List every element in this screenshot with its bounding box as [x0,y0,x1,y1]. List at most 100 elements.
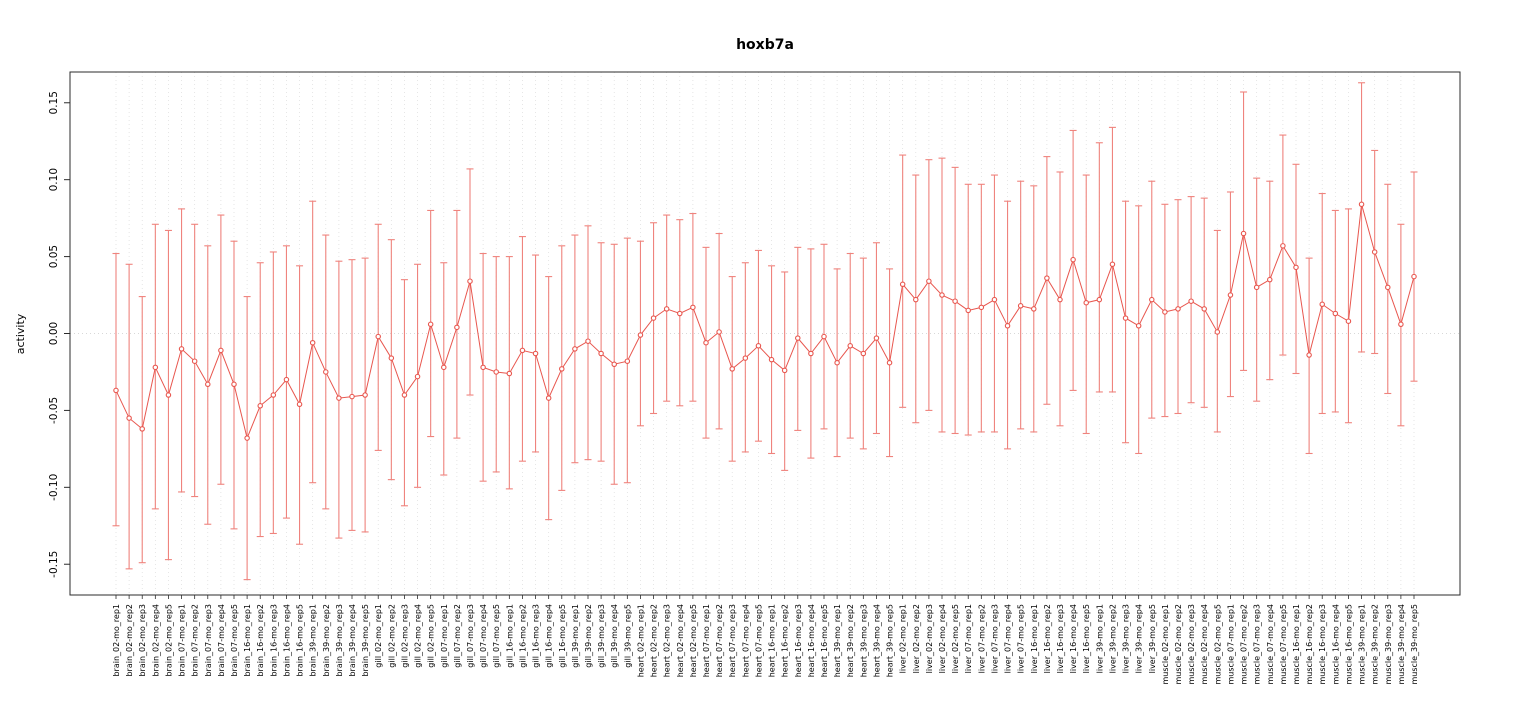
x-tick-label: heart_16-mo_rep3 [794,604,803,677]
data-point [113,387,119,394]
data-point [1109,261,1116,268]
data-point [126,415,132,421]
x-tick-label: heart_16-mo_rep2 [781,604,790,677]
x-tick-label: heart_02-mo_rep5 [689,604,698,677]
x-tick-label: heart_02-mo_rep2 [650,604,659,677]
x-tick-label: heart_16-mo_rep5 [820,604,829,677]
data-point [1122,315,1129,321]
x-tick-label: muscle_39-mo_rep4 [1397,604,1406,685]
x-tick-label: liver_07-mo_rep3 [990,604,999,673]
x-tick-label: muscle_16-mo_rep5 [1344,604,1353,685]
data-point [532,350,539,357]
x-tick-label: muscle_39-mo_rep5 [1410,604,1419,685]
x-tick-label: muscle_02-mo_rep4 [1200,604,1209,685]
data-point [663,306,670,312]
x-tick-label: liver_02-mo_rep2 [912,604,921,673]
data-point [480,364,486,371]
x-tick-label: liver_16-mo_rep1 [1030,604,1039,673]
data-point [454,324,460,331]
x-tick-label: gill_39-mo_rep2 [584,604,593,668]
x-tick-label: brain_16-mo_rep2 [256,604,265,677]
x-tick-label: heart_39-mo_rep2 [846,604,855,677]
x-tick-label: muscle_39-mo_rep1 [1358,604,1367,685]
x-tick-label: gill_16-mo_rep1 [505,604,514,668]
data-point [926,278,932,284]
data-point [847,343,853,349]
x-tick-label: heart_07-mo_rep5 [754,604,763,677]
x-tick-label: heart_02-mo_rep4 [676,604,685,677]
data-point [506,370,513,377]
x-tick-label: brain_07-mo_rep1 [178,604,187,677]
data-point [1253,284,1260,291]
data-point [1267,276,1273,283]
data-point [873,335,880,341]
y-axis-label: activity [14,313,27,354]
x-tick-label: heart_39-mo_rep1 [833,604,842,677]
x-tick-label: gill_07-mo_rep1 [440,604,449,668]
data-point [886,359,893,366]
x-tick-label: liver_16-mo_rep2 [1043,604,1052,673]
x-tick-label: gill_16-mo_rep4 [545,604,554,668]
data-point [742,355,749,361]
x-tick-label: brain_16-mo_rep4 [282,604,291,677]
data-point [427,321,434,328]
data-point [1096,296,1103,303]
x-tick-label: liver_02-mo_rep5 [951,604,960,673]
y-tick-label: 0.15 [48,91,60,114]
data-point [467,278,473,284]
y-tick-label: 0.10 [48,168,60,191]
data-point [270,392,277,398]
data-point [1214,329,1221,335]
x-tick-label: heart_07-mo_rep3 [728,604,737,677]
y-tick-label: 0.05 [48,245,60,268]
data-point [729,366,735,372]
x-tick-label: brain_16-mo_rep3 [269,604,278,677]
data-point [218,347,224,354]
x-tick-label: liver_39-mo_rep2 [1108,604,1117,673]
x-tick-label: gill_16-mo_rep3 [532,604,541,668]
data-point [1293,264,1299,271]
y-tick-label: -0.10 [48,474,60,501]
data-point [559,366,565,372]
x-tick-label: liver_02-mo_rep1 [899,604,908,673]
data-point [965,307,971,314]
data-point [1371,249,1378,255]
data-point [690,304,696,311]
data-point [231,381,237,388]
x-tick-label: liver_02-mo_rep4 [938,604,947,673]
data-point [414,373,421,380]
x-tick-label: muscle_07-mo_rep1 [1226,604,1235,685]
x-tick-label: gill_39-mo_rep4 [610,604,619,668]
data-point [309,339,316,346]
x-tick-label: liver_02-mo_rep3 [925,604,934,673]
x-tick-label: liver_07-mo_rep4 [1004,604,1013,673]
data-point [1162,309,1168,315]
x-tick-label: heart_39-mo_rep3 [859,604,868,677]
data-point [1149,296,1155,303]
x-tick-label: liver_39-mo_rep1 [1095,604,1104,673]
data-point [939,292,945,298]
data-point [952,298,958,304]
x-tick-label: heart_39-mo_rep5 [886,604,895,677]
data-point [913,296,919,303]
x-tick-label: liver_16-mo_rep3 [1056,604,1065,673]
data-point [388,355,395,361]
data-point [1332,310,1339,317]
data-point [677,310,683,317]
data-point [637,332,644,338]
x-tick-label: liver_07-mo_rep1 [964,604,973,673]
data-point [1188,298,1194,304]
data-point [257,403,263,409]
data-point [978,304,985,311]
x-tick-label: gill_02-mo_rep1 [374,604,383,668]
data-point [899,281,906,288]
x-tick-label: liver_07-mo_rep5 [1017,604,1026,673]
data-point [152,364,159,371]
data-point [598,350,604,357]
data-point [860,350,867,357]
x-tick-label: brain_07-mo_rep2 [191,604,200,677]
x-tick-label: muscle_39-mo_rep3 [1384,604,1393,685]
x-tick-label: liver_16-mo_rep5 [1082,604,1091,673]
data-point [1385,284,1391,291]
